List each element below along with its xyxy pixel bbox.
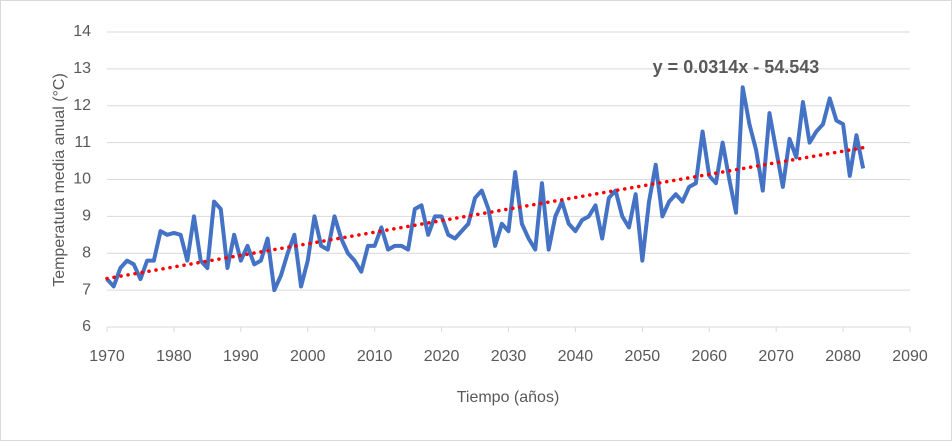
x-tick-label: 2060 [691, 348, 727, 365]
x-axis-title: Tiempo (años) [457, 389, 560, 406]
x-tick-label: 2080 [825, 348, 861, 365]
y-tick-label: 12 [73, 97, 91, 114]
trendline-label: y = 0.0314x - 54.543 [653, 57, 820, 77]
x-tick-label: 1990 [223, 348, 259, 365]
y-tick-label: 6 [82, 318, 91, 335]
x-tick-label: 2050 [625, 348, 661, 365]
y-tick-label: 13 [73, 60, 91, 77]
y-tick-label: 14 [73, 23, 91, 40]
y-tick-label: 10 [73, 171, 91, 188]
y-tick-label: 7 [82, 281, 91, 298]
x-tick-label: 2020 [424, 348, 460, 365]
x-tick-label: 2040 [558, 348, 594, 365]
x-tick-label: 2030 [491, 348, 527, 365]
y-tick-label: 11 [74, 134, 91, 151]
x-tick-label: 2000 [290, 348, 326, 365]
x-tick-label: 2010 [357, 348, 393, 365]
x-tick-label: 2070 [758, 348, 794, 365]
data-line [105, 85, 866, 293]
x-tick-label: 1970 [89, 348, 125, 365]
x-tick-label: 1980 [156, 348, 192, 365]
y-tick-label: 9 [82, 208, 91, 225]
y-axis-title: Temperatuta media anual (°C) [51, 73, 68, 287]
x-tick-label: 2090 [892, 348, 928, 365]
y-tick-label: 8 [82, 244, 91, 261]
trendline [105, 145, 865, 281]
